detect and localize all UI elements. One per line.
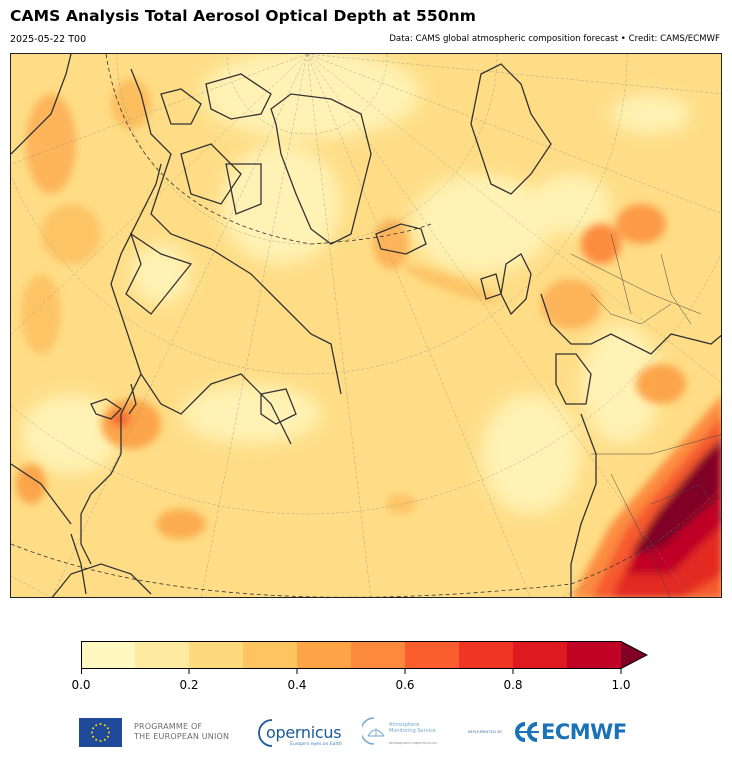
ecmwf-logo-icon (515, 722, 539, 742)
partner-logos: PROGRAMME OF THE EUROPEAN UNION opernicu… (0, 712, 732, 752)
aod-field (11, 54, 721, 597)
ecmwf-wordmark: ECMWF (541, 720, 627, 744)
coastlines (11, 54, 721, 597)
implemented-by-text: IMPLEMENTED BY (468, 730, 503, 734)
colorbar-tick-1: 0.2 (179, 678, 199, 692)
eu-flag-icon (79, 718, 122, 747)
colorbar-tick-5: 1.0 (611, 678, 631, 692)
saharan-dust-plume (572, 396, 721, 597)
arctic-circle-and-tropic (11, 54, 721, 597)
cams-title: Atmosphere Monitoring Service (389, 722, 436, 734)
graticule (11, 54, 721, 597)
colorbar-tick-3: 0.6 (395, 678, 415, 692)
data-credit: Data: CAMS global atmospheric compositio… (389, 34, 720, 44)
copernicus-c-icon (258, 719, 273, 747)
colorbar-tick-2: 0.4 (287, 678, 307, 692)
colorbar-gradient (81, 641, 648, 669)
colorbar-tick-0: 0.0 (71, 678, 91, 692)
analysis-datetime: 2025-05-22 T00 (10, 34, 87, 45)
country-borders (570, 233, 721, 597)
colorbar-ticks (81, 669, 622, 674)
low-aod-areas (21, 54, 691, 514)
eu-programme-text: PROGRAMME OF THE EUROPEAN UNION (134, 722, 230, 741)
cams-url: atmosphere.copernicus.eu (389, 741, 437, 745)
copernicus-tagline: Europe's eyes on Earth (290, 742, 342, 747)
cams-globe-icon (362, 717, 385, 745)
copernicus-wordmark: opernicus (266, 723, 342, 742)
colorbar (81, 641, 648, 670)
figure-title: CAMS Analysis Total Aerosol Optical Dept… (10, 7, 477, 25)
colorbar-tick-4: 0.8 (503, 678, 523, 692)
aod-map (10, 53, 722, 598)
